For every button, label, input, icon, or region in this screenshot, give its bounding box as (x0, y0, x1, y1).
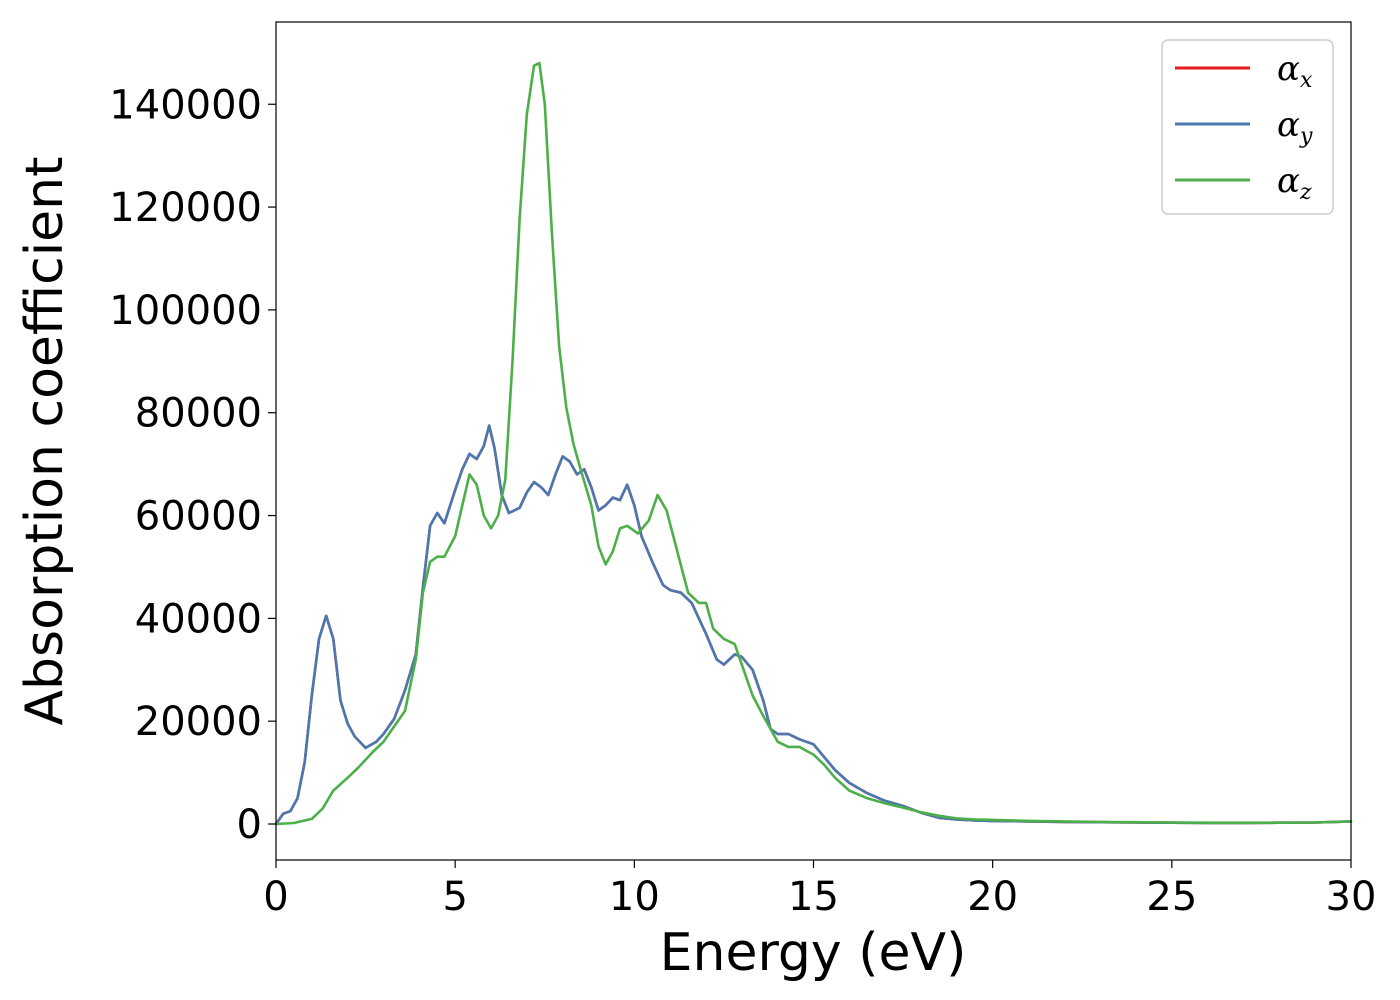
x-axis-title: Energy (eV) (660, 923, 967, 983)
x-tick-label: 30 (1326, 874, 1377, 920)
y-tick-label: 0 (237, 802, 262, 848)
legend-label: αz (1277, 161, 1312, 205)
x-tick-label: 15 (788, 874, 839, 920)
y-axis-title: Absorption coefficient (15, 156, 75, 725)
y-tick-label: 60000 (135, 494, 262, 540)
x-axis: 0 5 10 15 20 25 30 (263, 860, 1376, 920)
x-tick-label: 0 (263, 874, 288, 920)
x-tick-label: 10 (609, 874, 660, 920)
y-tick-label: 40000 (135, 596, 262, 642)
x-tick-label: 20 (967, 874, 1018, 920)
legend: αx αy αz (1161, 39, 1334, 215)
y-axis: 0 20000 40000 60000 80000 100000 120000 140000 (109, 82, 276, 848)
legend-label: αy (1277, 105, 1313, 149)
y-tick-label: 20000 (135, 699, 262, 745)
legend-label: αx (1277, 49, 1313, 93)
y-tick-label: 120000 (109, 185, 262, 231)
y-tick-label: 100000 (109, 288, 262, 334)
series-layer (274, 61, 1353, 826)
series-line-2 (274, 61, 1353, 826)
y-tick-label: 80000 (135, 391, 262, 437)
x-tick-label: 5 (442, 874, 467, 920)
x-tick-label: 25 (1146, 874, 1197, 920)
y-tick-label: 140000 (109, 82, 262, 128)
legend-box (1161, 39, 1334, 215)
